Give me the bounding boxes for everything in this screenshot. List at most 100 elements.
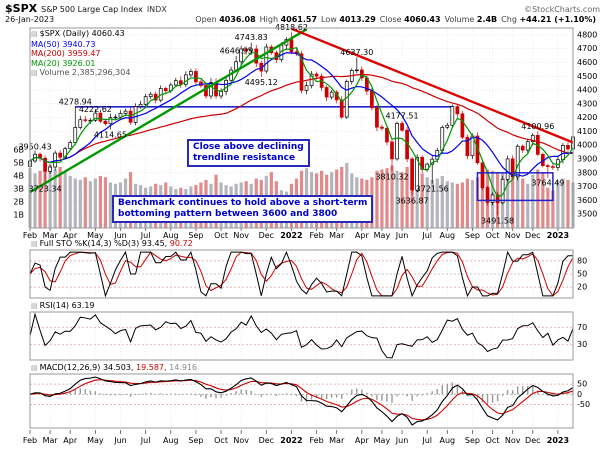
svg-text:2022: 2022 [280,436,302,445]
svg-text:Apr: Apr [355,436,370,445]
macd-chart: 500-50 [29,373,590,429]
annotation-bottoming-pattern: Benchmark continues to hold above a shor… [112,195,374,223]
svg-text:Apr: Apr [355,231,370,240]
svg-text:Jun: Jun [395,436,409,445]
svg-text:Oct: Oct [486,436,500,445]
svg-text:Sep: Sep [465,231,480,240]
svg-text:6B: 6B [13,146,24,155]
svg-text:4495.12: 4495.12 [245,78,278,87]
legend-spx-label: $SPX (Daily) 4060.43 [39,29,125,38]
svg-text:Oct: Oct [486,231,500,240]
svg-text:Aug: Aug [439,231,455,240]
svg-text:May: May [87,436,104,445]
svg-text:Sep: Sep [465,436,480,445]
svg-text:Feb: Feb [23,436,37,445]
svg-text:80: 80 [577,256,587,265]
svg-text:Feb: Feb [309,436,323,445]
ohlc-quote: Open 4036.08 High 4061.57 Low 4013.29 Close… [195,15,596,24]
svg-text:2023: 2023 [547,231,569,240]
svg-text:3636.87: 3636.87 [396,196,429,205]
chart-legend: ▤ $SPX (Daily) 4060.43 MA(50) 3940.73 MA(… [31,29,130,79]
grid: 4800 4700 4600 4500 4400 4300 4200 4100 4000 3900… [13,28,597,240]
svg-text:50: 50 [577,270,587,279]
svg-text:3764.49: 3764.49 [531,179,564,188]
svg-text:Mar: Mar [43,436,59,445]
svg-text:4100: 4100 [577,127,597,136]
svg-text:Nov: Nov [505,231,521,240]
svg-text:Oct: Oct [214,436,228,445]
svg-text:4278.94: 4278.94 [59,97,92,106]
svg-text:4B: 4B [13,172,24,181]
svg-text:Nov: Nov [505,436,521,445]
svg-text:3B: 3B [13,185,24,194]
annotation-line: bottoming pattern between 3600 and 3800 [118,209,338,219]
svg-text:4700: 4700 [577,44,597,53]
symbol: $SPX [5,2,38,15]
svg-text:Mar: Mar [329,436,345,445]
svg-text:Aug: Aug [439,436,455,445]
svg-text:4646.95: 4646.95 [220,47,253,56]
svg-text:4400: 4400 [577,86,597,95]
legend-ma200: MA(200) 3959.47 [31,49,101,58]
svg-text:Mar: Mar [43,231,59,240]
stoch-k-value: 93.45, [141,239,168,248]
svg-text:Aug: Aug [163,231,179,240]
svg-text:2022: 2022 [280,231,302,240]
svg-text:Sep: Sep [188,231,203,240]
macd-signal-value: 19.587, [136,363,167,372]
svg-text:Nov: Nov [233,231,249,240]
svg-text:1B: 1B [13,211,24,220]
annotation-trendline-break: Close above declining trendline resistan… [187,139,310,167]
svg-text:3723.34: 3723.34 [29,184,62,193]
stoch-label: Full STO %K(14,3) %D(3) [39,239,140,248]
svg-text:3600: 3600 [577,196,597,205]
macd-label: MACD(12,26,9) [39,363,101,372]
svg-text:4637.30: 4637.30 [340,48,373,57]
panel-icon: ▤ [31,240,38,248]
annotation-line: Benchmark continues to hold above a shor… [118,198,368,208]
svg-text:30: 30 [577,340,587,349]
volume-icon: ▤ [31,69,38,77]
svg-text:Dec: Dec [259,231,274,240]
svg-text:Jun: Jun [113,436,127,445]
svg-text:Apr: Apr [63,436,78,445]
svg-text:3721.56: 3721.56 [416,185,449,194]
svg-text:May: May [374,436,391,445]
panel-icon: ▤ [31,302,38,310]
trendlines [29,27,574,202]
legend-spx: ▤ $SPX (Daily) 4060.43 [31,29,130,40]
rsi-panel-label: ▤ RSI(14) 63.19 [31,301,95,310]
rsi-value: 63.19 [71,301,95,310]
svg-text:4500: 4500 [577,72,597,81]
svg-text:Nov: Nov [233,436,249,445]
svg-text:Feb: Feb [309,231,323,240]
stochastics-chart: 80 50 20 [29,249,587,299]
svg-text:-50: -50 [577,400,590,409]
chart-header: $SPX S&P 500 Large Cap Index INDX ©Stock… [5,2,600,24]
svg-text:Dec: Dec [259,436,274,445]
copyright: ©StockCharts.com [524,5,600,14]
annotation-line: trendline resistance [193,153,296,163]
svg-text:Jun: Jun [113,231,127,240]
svg-text:Dec: Dec [525,436,540,445]
macd-panel-label: ▤ MACD(12,26,9) 34.503, 19.587, 14.916 [31,363,197,372]
svg-text:Jul: Jul [421,436,432,445]
legend-ma20: MA(20) 3926.01 [31,58,96,68]
svg-text:3700: 3700 [577,182,597,191]
svg-text:4300: 4300 [577,99,597,108]
svg-text:4114.65: 4114.65 [94,130,127,139]
svg-text:Sep: Sep [188,436,203,445]
svg-text:4200: 4200 [577,113,597,122]
svg-text:3491.58: 3491.58 [481,216,514,225]
svg-text:Jul: Jul [140,436,151,445]
svg-text:4800: 4800 [577,30,597,39]
svg-text:Jun: Jun [395,231,409,240]
stoch-d-value: 90.72 [169,239,193,248]
svg-text:May: May [87,231,104,240]
svg-text:Aug: Aug [163,436,179,445]
moving-averages [29,46,574,198]
rsi-chart: 70 30 [29,311,587,361]
svg-text:4600: 4600 [577,58,597,67]
